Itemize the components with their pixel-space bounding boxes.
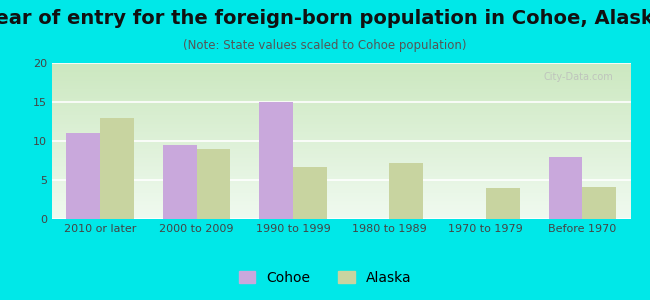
Bar xyxy=(293,167,327,219)
Bar xyxy=(259,102,293,219)
Bar xyxy=(163,145,196,219)
Bar xyxy=(100,118,134,219)
Bar xyxy=(549,157,582,219)
Text: City-Data.com: City-Data.com xyxy=(543,72,613,82)
Legend: Cohoe, Alaska: Cohoe, Alaska xyxy=(233,265,417,290)
Bar xyxy=(486,188,519,219)
Bar xyxy=(196,149,230,219)
Bar xyxy=(66,133,100,219)
Bar xyxy=(582,187,616,219)
Text: Year of entry for the foreign-born population in Cohoe, Alaska: Year of entry for the foreign-born popul… xyxy=(0,9,650,28)
Text: (Note: State values scaled to Cohoe population): (Note: State values scaled to Cohoe popu… xyxy=(183,39,467,52)
Bar xyxy=(389,163,423,219)
